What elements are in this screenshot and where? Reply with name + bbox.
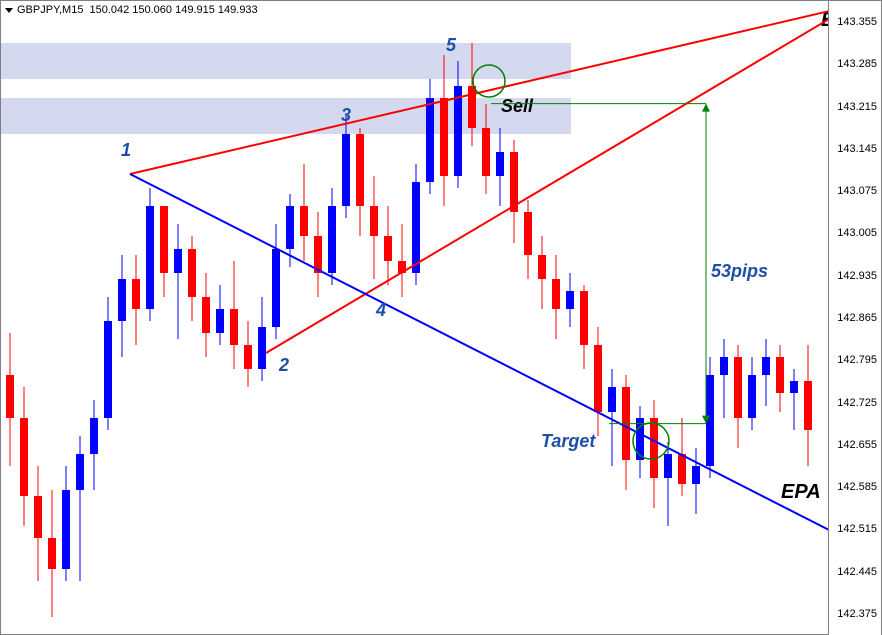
candle — [104, 1, 112, 635]
candle — [20, 1, 28, 635]
candle — [748, 1, 756, 635]
candle — [230, 1, 238, 635]
y-tick-label: 142.655 — [837, 439, 877, 451]
y-tick-label: 143.355 — [837, 16, 877, 28]
candle — [580, 1, 588, 635]
y-tick-label: 142.515 — [837, 523, 877, 535]
candle — [6, 1, 14, 635]
y-tick-label: 143.075 — [837, 185, 877, 197]
candle — [566, 1, 574, 635]
y-tick-label: 142.865 — [837, 312, 877, 324]
candle — [370, 1, 378, 635]
candle — [440, 1, 448, 635]
y-tick-label: 143.145 — [837, 143, 877, 155]
candle — [76, 1, 84, 635]
candle — [384, 1, 392, 635]
y-tick-label: 142.375 — [837, 608, 877, 620]
y-tick-label: 142.445 — [837, 566, 877, 578]
candle — [62, 1, 70, 635]
candle — [454, 1, 462, 635]
candle — [146, 1, 154, 635]
candle — [356, 1, 364, 635]
candle — [664, 1, 672, 635]
candle — [804, 1, 812, 635]
candle — [692, 1, 700, 635]
candle — [636, 1, 644, 635]
candle — [762, 1, 770, 635]
candle — [328, 1, 336, 635]
candle — [202, 1, 210, 635]
candle — [678, 1, 686, 635]
candle — [594, 1, 602, 635]
candle — [132, 1, 140, 635]
y-tick-label: 143.215 — [837, 101, 877, 113]
annotation-sell: Sell — [501, 96, 533, 117]
candle — [426, 1, 434, 635]
candle — [650, 1, 658, 635]
candle — [608, 1, 616, 635]
candle — [272, 1, 280, 635]
y-tick-label: 143.285 — [837, 58, 877, 70]
candle — [412, 1, 420, 635]
candle — [48, 1, 56, 635]
candle — [300, 1, 308, 635]
candle — [244, 1, 252, 635]
candle — [734, 1, 742, 635]
candle — [286, 1, 294, 635]
y-tick-label: 142.795 — [837, 354, 877, 366]
candle — [398, 1, 406, 635]
y-tick-label: 142.725 — [837, 397, 877, 409]
candle — [622, 1, 630, 635]
candle — [468, 1, 476, 635]
y-tick-label: 142.935 — [837, 270, 877, 282]
candle — [538, 1, 546, 635]
annotation-target: Target — [541, 431, 595, 452]
candle — [552, 1, 560, 635]
candle — [314, 1, 322, 635]
y-axis: 143.355 143.285 143.215 143.145 143.075 143.0… — [828, 1, 881, 635]
candle — [216, 1, 224, 635]
candle — [482, 1, 490, 635]
annotation-epa: EPA — [781, 481, 821, 504]
candle — [188, 1, 196, 635]
y-tick-label: 142.585 — [837, 481, 877, 493]
candle — [258, 1, 266, 635]
candle — [118, 1, 126, 635]
candle — [342, 1, 350, 635]
annotation-53pips: 53pips — [711, 261, 768, 282]
candle — [34, 1, 42, 635]
candle — [90, 1, 98, 635]
chart-window[interactable]: GBPJPY,M15 150.042 150.060 149.915 149.9… — [0, 0, 882, 635]
chart-plot-area[interactable]: ETAEPASell53pipsTarget — [1, 1, 831, 635]
candle — [174, 1, 182, 635]
candle — [160, 1, 168, 635]
candle — [790, 1, 798, 635]
candle — [706, 1, 714, 635]
candle — [720, 1, 728, 635]
candle — [776, 1, 784, 635]
y-tick-label: 143.005 — [837, 227, 877, 239]
